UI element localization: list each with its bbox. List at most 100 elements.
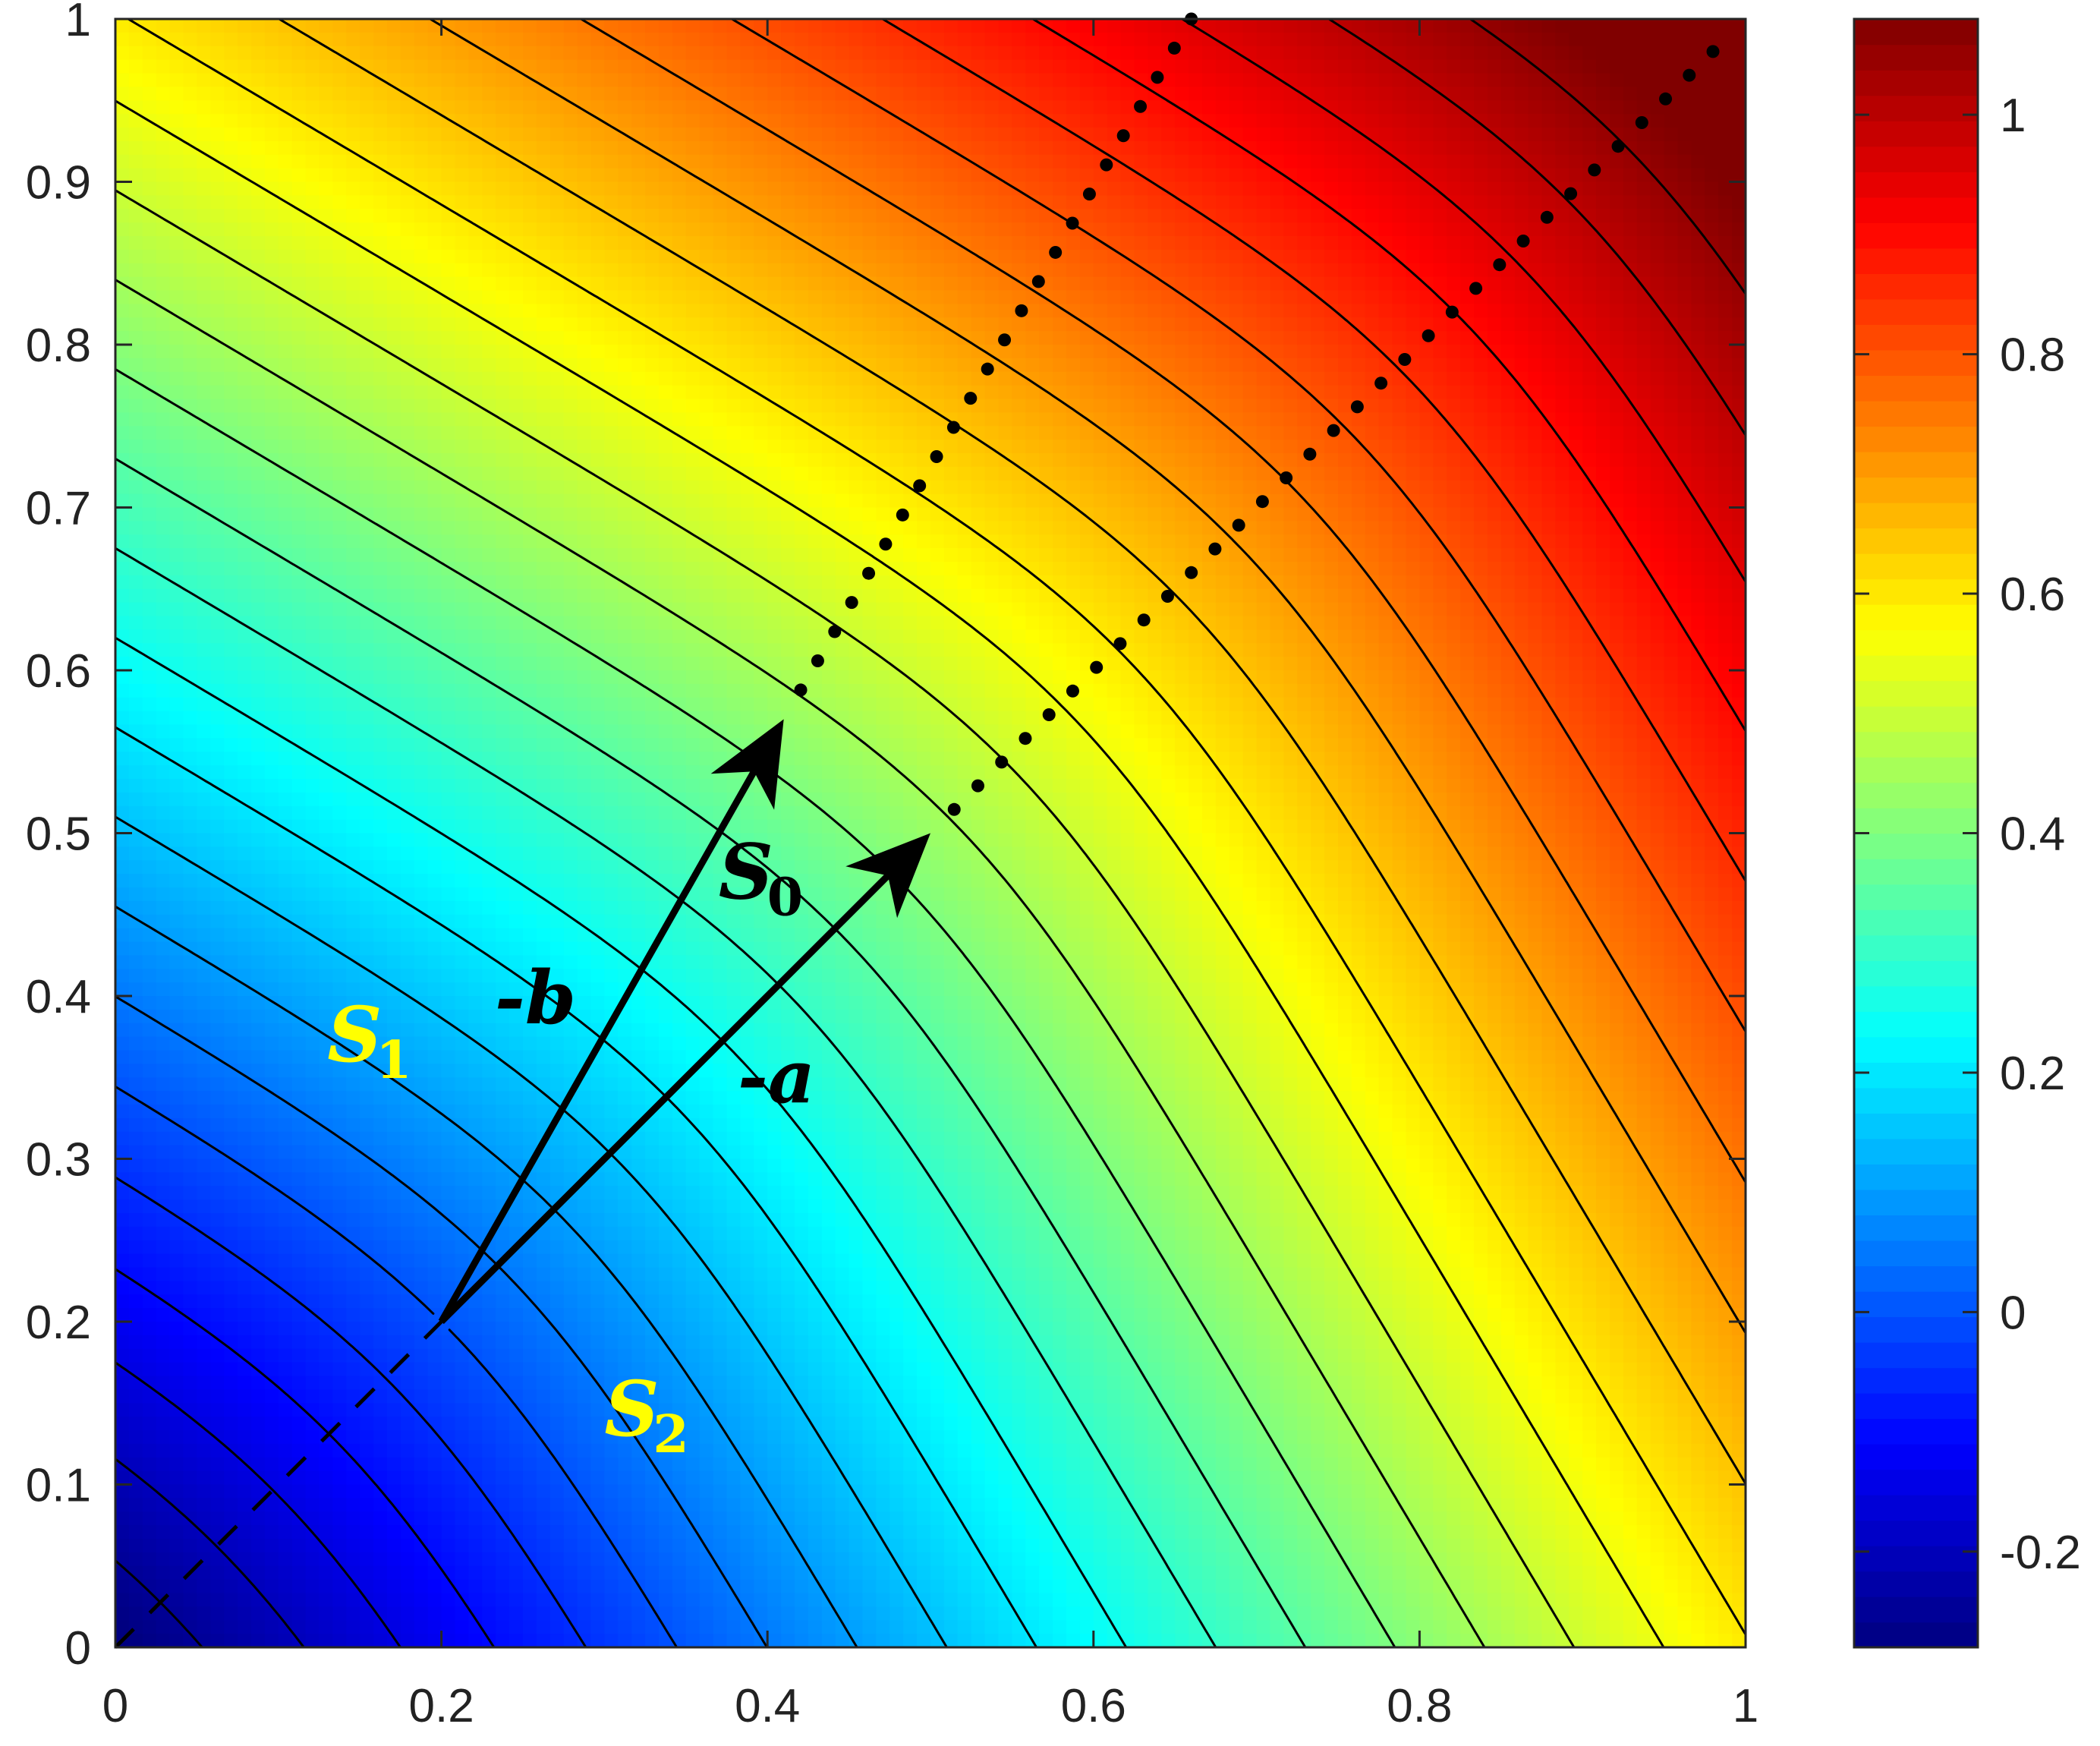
heat-cell (305, 792, 320, 807)
heat-cell (278, 331, 293, 345)
heat-cell (414, 1389, 429, 1404)
heat-cell (264, 1417, 279, 1431)
heat-cell (278, 59, 293, 74)
heat-cell (319, 1565, 334, 1581)
heat-cell (278, 263, 293, 278)
heat-cell (224, 1403, 238, 1417)
heat-cell (156, 982, 171, 997)
heat-cell (264, 928, 279, 943)
heat-cell (427, 128, 442, 142)
heat-cell (509, 1376, 524, 1391)
heat-cell (224, 1457, 238, 1472)
heat-cell (251, 833, 266, 848)
heat-cell (224, 1023, 238, 1038)
heat-cell (128, 1335, 143, 1350)
heat-cell (264, 914, 279, 929)
heat-cell (387, 765, 401, 780)
heat-cell (115, 46, 130, 61)
heat-cell (360, 1158, 374, 1174)
heat-cell (169, 1091, 184, 1105)
heat-cell (427, 358, 442, 373)
heat-cell (210, 32, 225, 47)
heat-cell (618, 426, 632, 440)
heat-cell (115, 236, 130, 251)
heat-cell (536, 819, 551, 834)
heat-cell (210, 1253, 225, 1269)
heat-cell (441, 140, 456, 156)
heat-cell (631, 1240, 646, 1255)
heat-cell (373, 752, 388, 766)
heat-cell (238, 1105, 252, 1119)
heat-cell (156, 290, 171, 305)
heat-cell (509, 914, 524, 929)
heat-cell (523, 466, 537, 481)
heat-cell (291, 860, 307, 875)
heat-cell (360, 412, 374, 427)
heat-cell (441, 792, 456, 807)
heat-cell (278, 588, 293, 604)
heat-cell (346, 1158, 360, 1174)
heat-cell (156, 263, 171, 278)
heat-cell (631, 752, 646, 766)
heat-cell (645, 1498, 660, 1513)
heat-cell (264, 73, 279, 88)
heat-cell (618, 657, 632, 671)
heat-cell (373, 738, 388, 753)
heat-cell (523, 181, 537, 197)
heat-cell (319, 209, 334, 223)
heat-cell (238, 643, 252, 657)
heat-cell (360, 643, 374, 657)
heat-cell (509, 588, 524, 604)
heat-cell (618, 87, 632, 102)
heat-cell (360, 1565, 374, 1581)
heat-cell (523, 440, 537, 454)
heat-cell (264, 833, 279, 848)
heat-cell (631, 887, 646, 902)
heat-cell (291, 765, 307, 780)
heat-cell (427, 100, 442, 115)
heat-cell (305, 887, 320, 902)
heat-cell (128, 969, 143, 983)
heat-cell (441, 209, 456, 223)
heat-cell (496, 276, 510, 292)
heat-cell (251, 1036, 266, 1051)
heat-cell (238, 331, 252, 345)
heat-cell (169, 1322, 184, 1336)
heat-cell (549, 1348, 565, 1363)
heat-cell (414, 1308, 429, 1322)
heat-cell (523, 738, 537, 753)
heat-cell (549, 209, 565, 223)
heat-cell (455, 670, 470, 685)
heat-cell (278, 480, 293, 495)
heat-cell (238, 1389, 252, 1404)
heat-cell (604, 887, 619, 902)
heat-cell (319, 331, 334, 345)
heat-cell (400, 426, 415, 440)
heat-cell (197, 1498, 212, 1513)
heat-cell (659, 521, 673, 536)
heat-cell (604, 222, 619, 237)
heat-cell (387, 195, 401, 210)
heat-cell (291, 1172, 307, 1187)
heat-cell (238, 548, 252, 563)
heat-cell (210, 819, 225, 834)
heat-cell (373, 1036, 388, 1051)
heat-cell (183, 711, 198, 726)
heat-cell (224, 358, 238, 373)
heat-cell (427, 548, 442, 563)
heat-cell (319, 32, 334, 47)
heat-cell (400, 697, 415, 712)
heat-cell (441, 1606, 456, 1622)
heat-cell (115, 1131, 130, 1146)
heat-cell (468, 521, 483, 536)
heat-cell (156, 670, 171, 685)
heat-cell (291, 833, 307, 848)
heat-cell (523, 358, 537, 373)
heat-cell (291, 982, 307, 997)
heat-cell (224, 629, 238, 645)
heat-cell (305, 1579, 320, 1594)
heat-cell (238, 805, 252, 821)
heat-cell (590, 480, 606, 495)
heat-cell (523, 1105, 537, 1119)
heat-cell (604, 548, 619, 563)
